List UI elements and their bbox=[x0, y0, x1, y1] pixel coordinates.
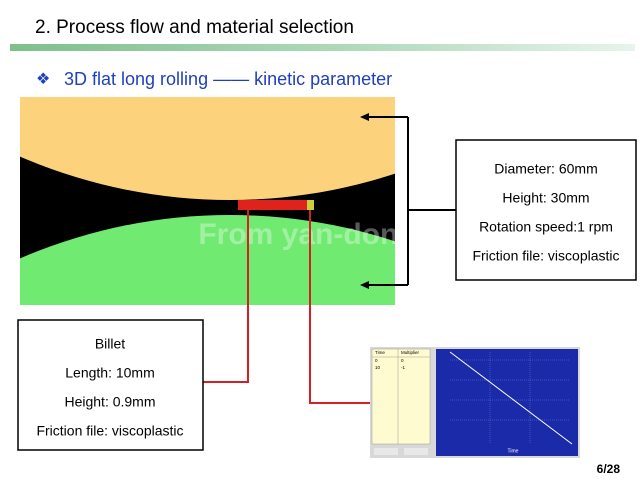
billet-box bbox=[17, 319, 204, 451]
inset-header: Multiplier bbox=[401, 350, 420, 355]
inset-x-label: Time bbox=[508, 448, 519, 454]
inset-cell: 0 bbox=[401, 358, 404, 363]
inset-screenshot: Time Multiplier 0 0 10 -1 Time bbox=[370, 347, 580, 458]
die-line: Diameter: 60mm bbox=[494, 161, 597, 177]
die-line: Rotation speed:1 rpm bbox=[479, 219, 613, 235]
die-connectors bbox=[366, 116, 456, 286]
die-box bbox=[455, 139, 637, 281]
bullet-icon: ❖ bbox=[36, 71, 50, 88]
die-line: Friction file: viscoplastic bbox=[472, 248, 619, 264]
billet-line: Friction file: viscoplastic bbox=[36, 423, 183, 439]
die-line: Height: 30mm bbox=[502, 190, 589, 206]
inset-cell: 0 bbox=[375, 358, 378, 363]
billet-line: Length: 10mm bbox=[65, 365, 155, 381]
billet-connectors bbox=[203, 210, 372, 404]
watermark: From yan-dong.qq bbox=[198, 218, 461, 251]
inset-cell: 10 bbox=[375, 365, 381, 370]
bullet-text: 3D flat long rolling —— kinetic paramete… bbox=[64, 69, 392, 89]
inset-cell: -1 bbox=[401, 365, 405, 370]
inset-header: Time bbox=[375, 350, 385, 355]
slide-title: 2. Process flow and material selection bbox=[35, 17, 354, 38]
billet-line: Billet bbox=[95, 336, 125, 352]
billet-line: Height: 0.9mm bbox=[64, 394, 155, 410]
page-number: 6/28 bbox=[597, 462, 621, 476]
title-bar bbox=[10, 44, 635, 51]
